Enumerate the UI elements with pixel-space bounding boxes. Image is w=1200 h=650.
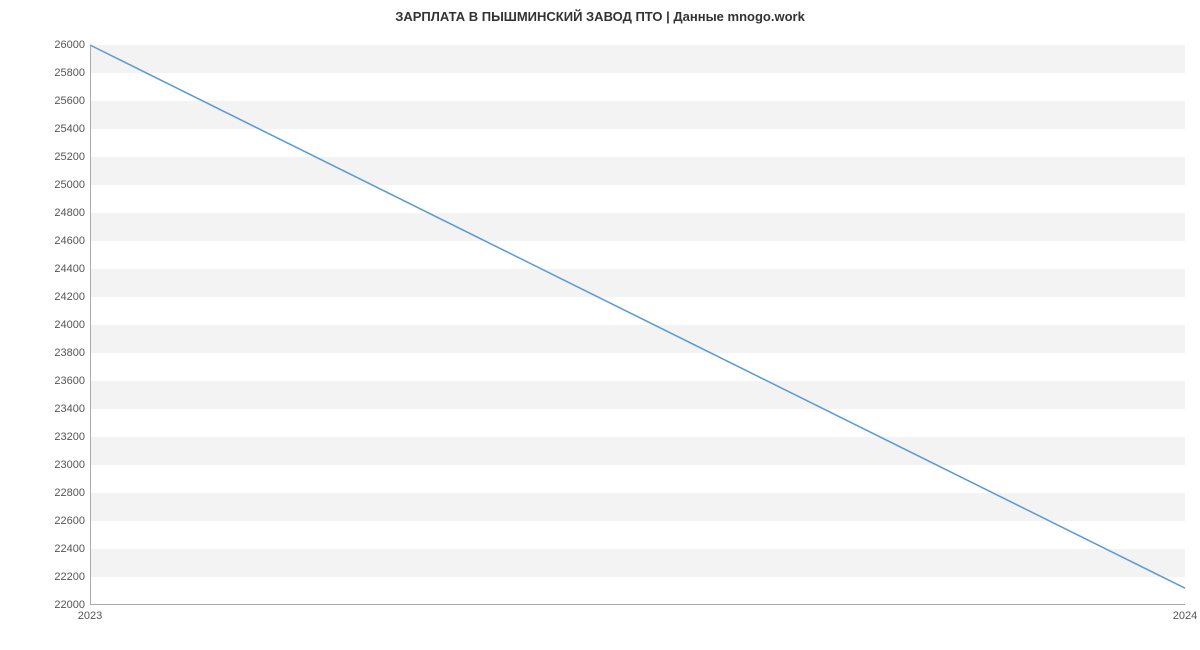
y-tick-label: 26000 bbox=[54, 39, 85, 51]
x-tick-label: 2023 bbox=[78, 610, 102, 622]
y-tick-label: 25200 bbox=[54, 151, 85, 163]
y-tick-label: 25600 bbox=[54, 95, 85, 107]
y-tick-label: 24400 bbox=[54, 263, 85, 275]
y-tick-label: 22200 bbox=[54, 571, 85, 583]
y-tick-label: 25000 bbox=[54, 179, 85, 191]
salary-chart: ЗАРПЛАТА В ПЫШМИНСКИЙ ЗАВОД ПТО | Данные… bbox=[0, 0, 1200, 650]
chart-line-svg bbox=[90, 45, 1185, 605]
y-tick-label: 22600 bbox=[54, 515, 85, 527]
y-tick-label: 25400 bbox=[54, 123, 85, 135]
y-tick-label: 24600 bbox=[54, 235, 85, 247]
y-tick-label: 25800 bbox=[54, 67, 85, 79]
y-tick-label: 24800 bbox=[54, 207, 85, 219]
y-tick-label: 23200 bbox=[54, 431, 85, 443]
y-tick-label: 23800 bbox=[54, 347, 85, 359]
y-tick-label: 24000 bbox=[54, 319, 85, 331]
y-tick-label: 22800 bbox=[54, 487, 85, 499]
chart-title: ЗАРПЛАТА В ПЫШМИНСКИЙ ЗАВОД ПТО | Данные… bbox=[0, 9, 1200, 24]
y-tick-label: 24200 bbox=[54, 291, 85, 303]
y-tick-label: 23400 bbox=[54, 403, 85, 415]
series-line-salary bbox=[90, 45, 1185, 588]
y-tick-label: 23000 bbox=[54, 459, 85, 471]
x-tick-label: 2024 bbox=[1173, 610, 1197, 622]
y-tick-label: 23600 bbox=[54, 375, 85, 387]
y-tick-label: 22400 bbox=[54, 543, 85, 555]
